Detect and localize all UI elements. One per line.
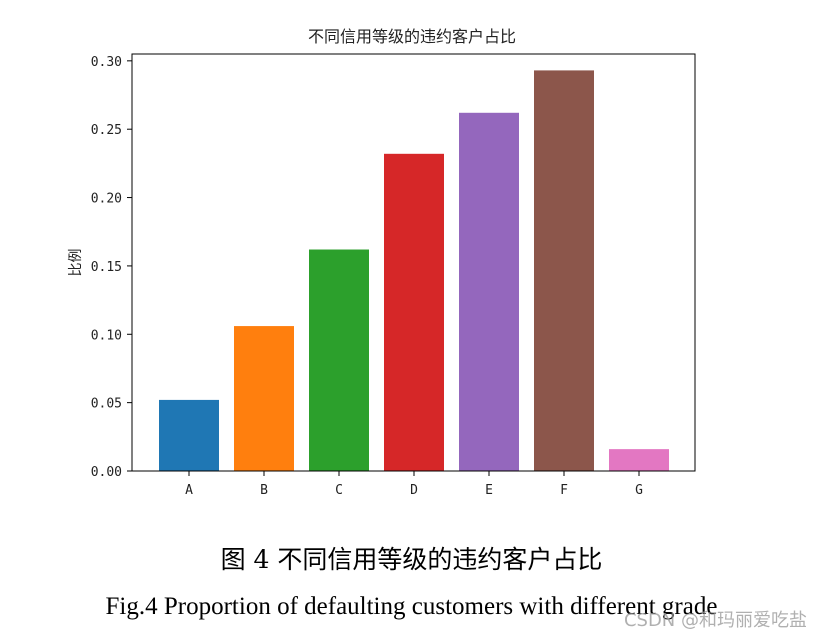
x-tick-label: G <box>635 483 643 498</box>
y-tick-label: 0.10 <box>91 328 122 343</box>
bar-e <box>459 112 519 471</box>
x-tick-label: D <box>410 483 418 498</box>
y-tick-label: 0.25 <box>91 123 122 138</box>
x-tick-label: F <box>560 483 568 498</box>
bar-c <box>309 249 369 471</box>
bar-f <box>534 70 594 471</box>
y-tick-label: 0.05 <box>91 397 122 412</box>
x-tick-label: E <box>485 483 493 498</box>
y-tick-label: 0.30 <box>91 55 122 70</box>
y-tick-label: 0.15 <box>91 260 122 275</box>
bar-g <box>609 449 669 471</box>
watermark: CSDN @和玛丽爱吃盐 <box>623 610 807 631</box>
y-tick-label: 0.00 <box>91 465 122 480</box>
chart-title: 不同信用等级的违约客户占比 <box>308 27 516 46</box>
x-tick-label: B <box>260 483 268 498</box>
x-tick-label: A <box>185 483 193 498</box>
bar-b <box>234 326 294 471</box>
y-axis: 0.00 0.05 0.10 0.15 0.20 0.25 0.30 <box>91 55 132 480</box>
y-axis-label: 比例 <box>68 249 84 277</box>
bar-chart: 不同信用等级的违约客户占比 0.000.050.100.150.200.250.… <box>68 27 696 498</box>
bar-a <box>159 399 219 471</box>
x-tick-label: C <box>335 483 343 498</box>
bars-group <box>159 70 669 471</box>
x-axis: A B C D E F G <box>185 471 643 498</box>
figure-caption-english: Fig.4 Proportion of defaulting customers… <box>105 593 718 620</box>
bar-d <box>384 153 444 471</box>
y-tick-label: 0.20 <box>91 192 122 207</box>
figure-caption-chinese: 图 4 不同信用等级的违约客户占比 <box>220 545 603 574</box>
